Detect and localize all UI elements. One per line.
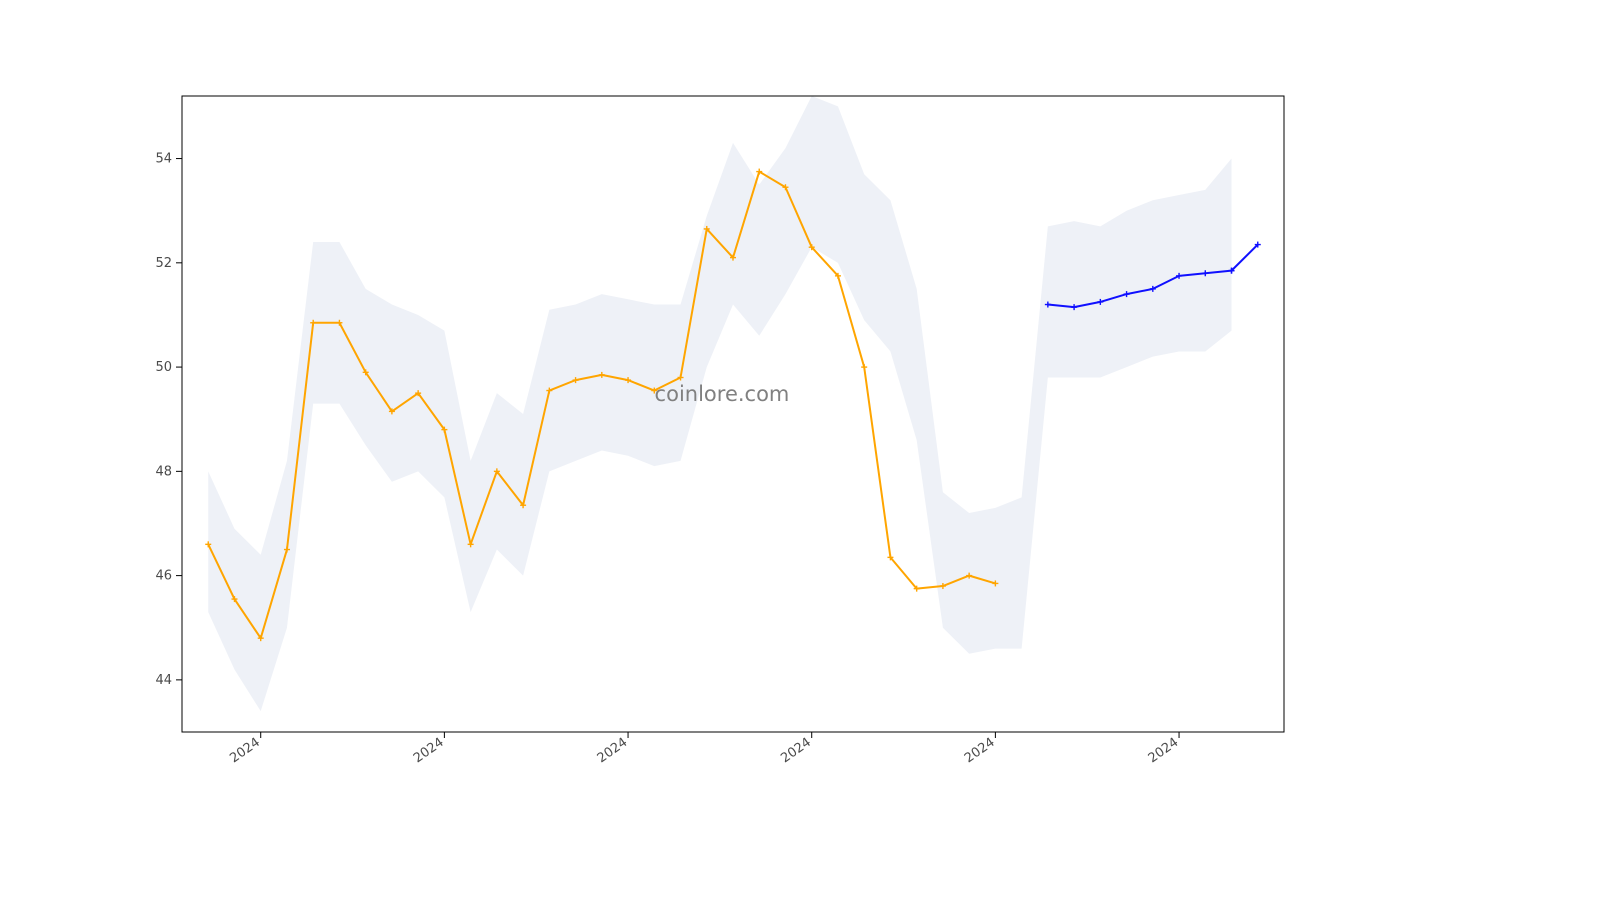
y-tick-label: 44 — [155, 673, 172, 688]
y-tick-label: 50 — [155, 360, 172, 375]
chart-container: 444648505254202420242024202420242024coin… — [0, 0, 1600, 900]
y-tick-label: 52 — [155, 256, 172, 271]
watermark-text: coinlore.com — [655, 382, 790, 406]
y-tick-label: 54 — [155, 152, 172, 167]
price-chart: 444648505254202420242024202420242024coin… — [0, 0, 1600, 900]
y-tick-label: 46 — [155, 569, 172, 584]
y-tick-label: 48 — [155, 464, 172, 479]
